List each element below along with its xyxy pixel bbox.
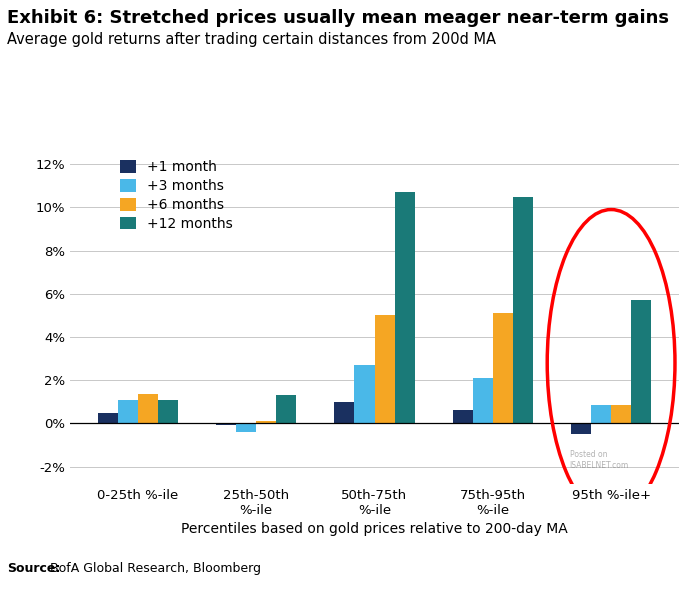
Bar (513, 196, 533, 424)
Text: Exhibit 6: Stretched prices usually mean meager near-term gains: Exhibit 6: Stretched prices usually mean… (7, 9, 669, 27)
Bar (473, 378, 493, 424)
Bar (98, 412, 118, 424)
Bar (631, 300, 651, 424)
Text: Posted on
ISABELNET.com: Posted on ISABELNET.com (570, 450, 629, 470)
Bar (158, 399, 178, 424)
Bar (354, 365, 374, 424)
Bar (611, 405, 631, 424)
Bar (276, 395, 296, 424)
Bar (453, 411, 473, 424)
Text: BofA Global Research, Bloomberg: BofA Global Research, Bloomberg (46, 562, 260, 575)
Bar (118, 399, 138, 424)
Bar (138, 394, 158, 424)
Text: Average gold returns after trading certain distances from 200d MA: Average gold returns after trading certa… (7, 32, 496, 47)
Bar (216, 424, 236, 425)
Bar (374, 316, 395, 424)
Bar (256, 421, 276, 424)
Bar (395, 192, 414, 424)
Bar (493, 313, 513, 424)
Text: Percentiles based on gold prices relative to 200-day MA: Percentiles based on gold prices relativ… (181, 522, 568, 536)
Bar (571, 424, 591, 434)
Legend: +1 month, +3 months, +6 months, +12 months: +1 month, +3 months, +6 months, +12 mont… (120, 160, 233, 231)
Text: Source:: Source: (7, 562, 60, 575)
Bar (335, 402, 354, 424)
Bar (591, 405, 611, 424)
Bar (236, 424, 256, 432)
